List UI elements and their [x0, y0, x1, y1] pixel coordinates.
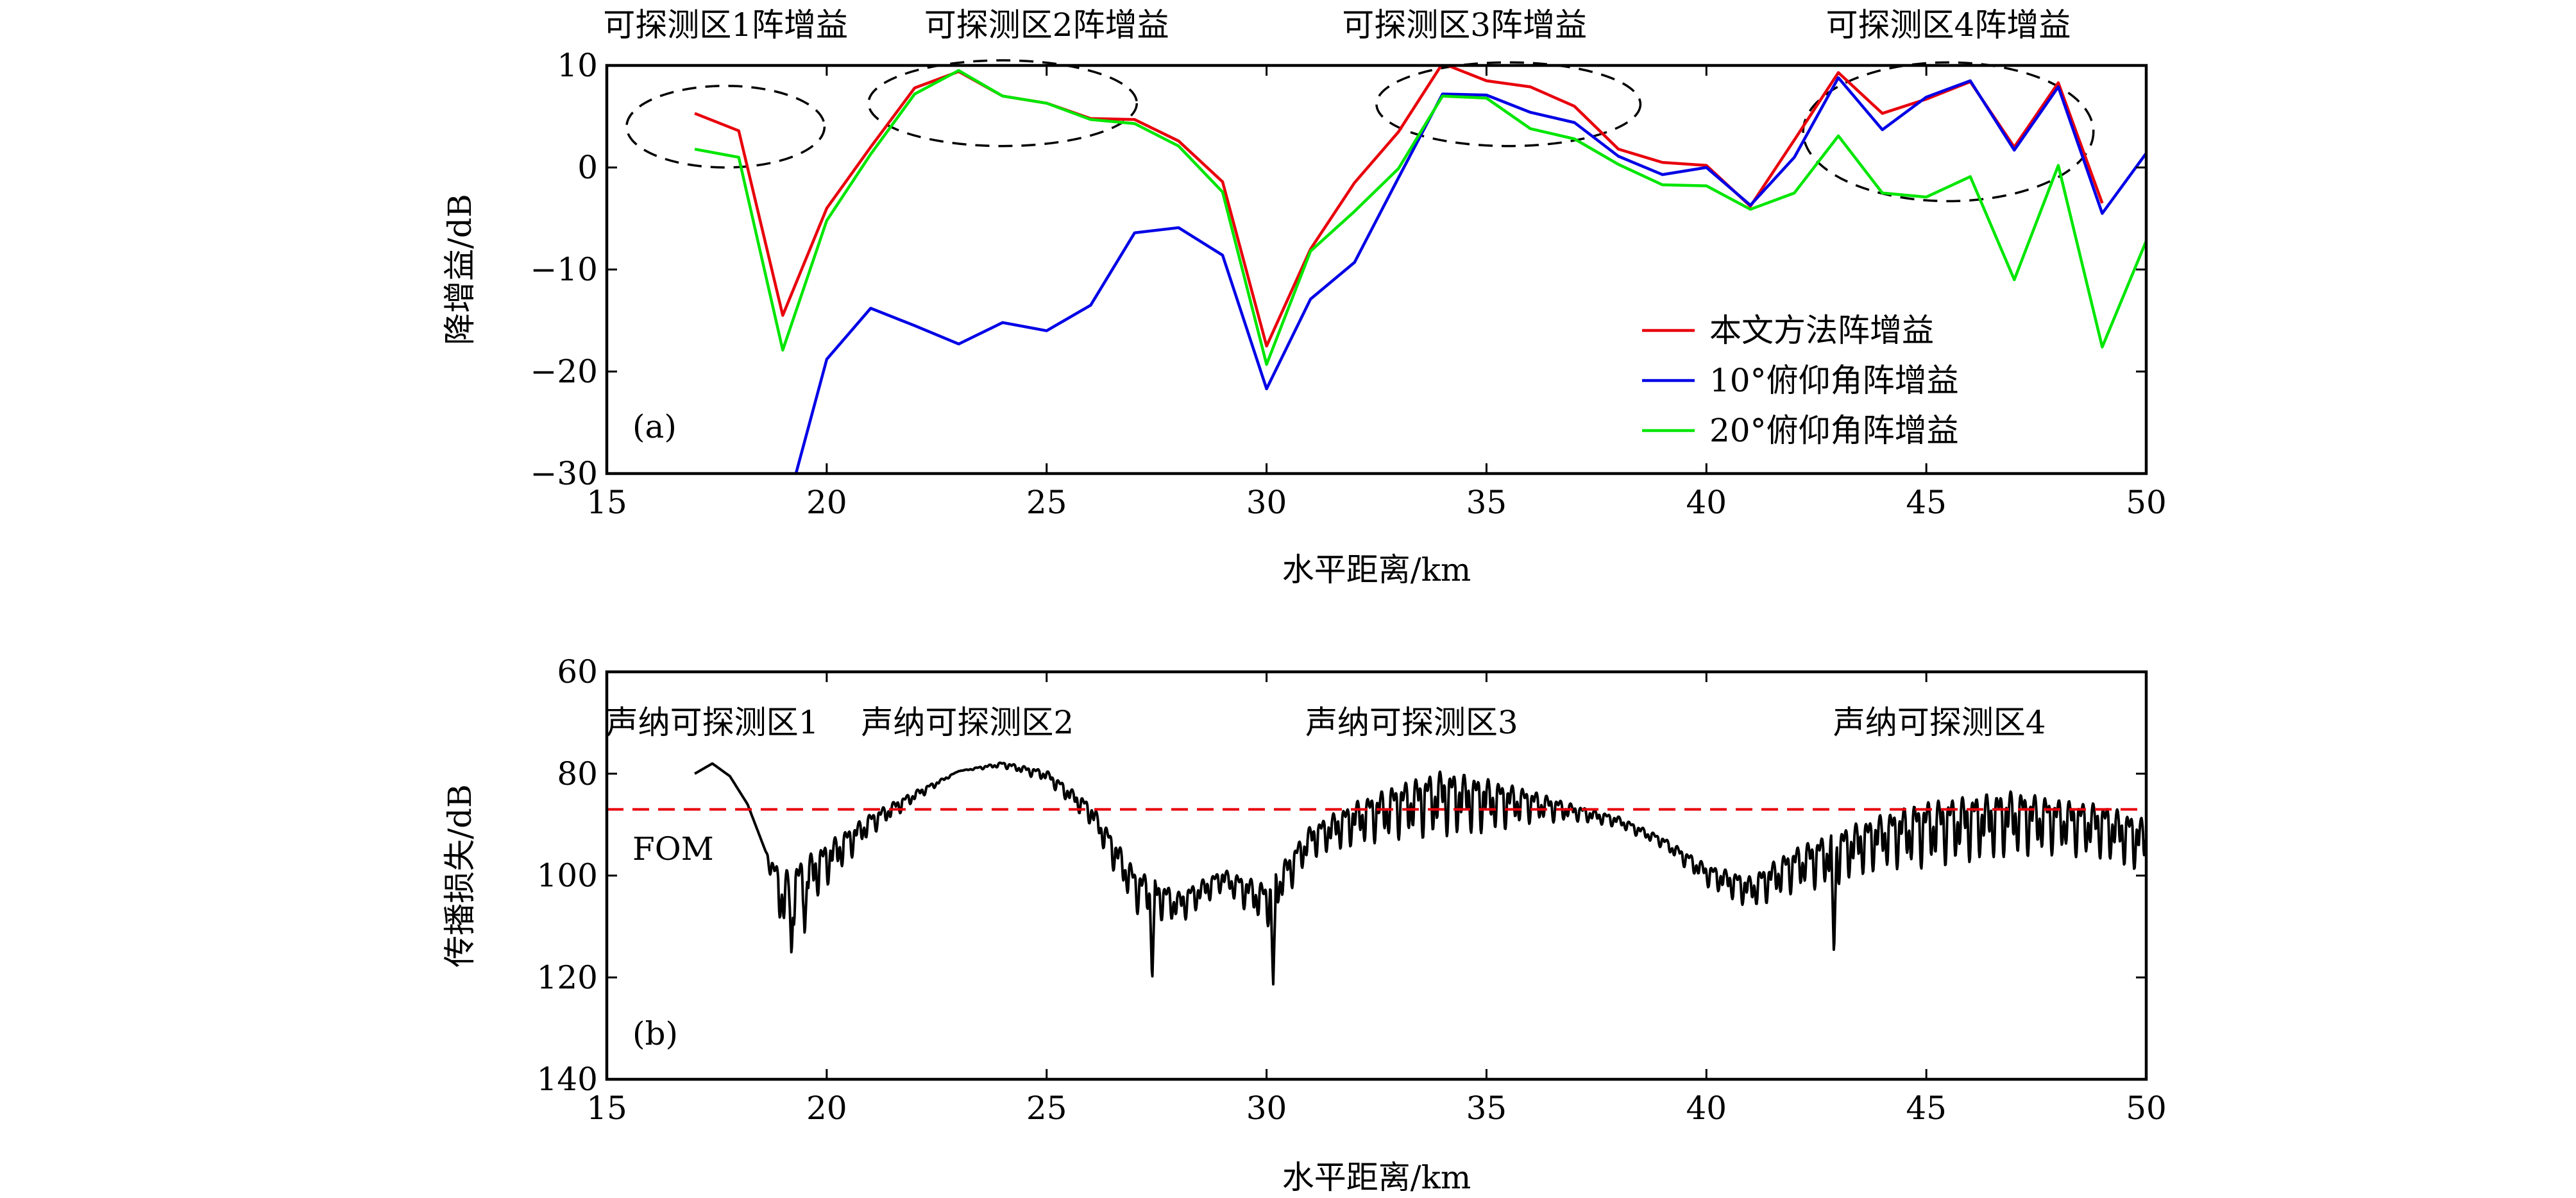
panel-b-annotations: 声纳可探测区1 声纳可探测区2 声纳可探测区3 声纳可探测区4: [606, 704, 2046, 741]
chart-a-0-xtick-label: 35: [1466, 484, 1507, 521]
chart-b-1-ytick-label: 80: [557, 755, 598, 792]
series-line-2: [794, 76, 2146, 474]
highlight-ellipse-3: [1375, 61, 1642, 148]
legend-label-1: 本文方法阵增益: [1709, 312, 1934, 349]
chart-a-0-ytick-label: −30: [530, 455, 598, 492]
chart-a-0-xtick-label: 40: [1686, 484, 1727, 521]
chart-b-1-xtick-label: 30: [1246, 1090, 1287, 1127]
panel-a-xlabel: 水平距离/km: [1282, 551, 1471, 588]
chart-b-1-xtick-label: 25: [1026, 1090, 1067, 1127]
chart-a-0-xtick-label: 30: [1246, 484, 1287, 521]
sonar-zone-annotation-1: 声纳可探测区1: [606, 704, 819, 741]
legend-label-3: 20°俯仰角阵增益: [1709, 412, 1959, 449]
chart-a-0-xtick-label: 25: [1026, 484, 1067, 521]
chart-b-1-ytick-label: 60: [557, 653, 598, 690]
chart-b-1-xtick-label: 40: [1686, 1090, 1727, 1127]
panel-a: 可探测区1阵增益 可探测区2阵增益 可探测区3阵增益 可探测区4阵增益 15 20 25 3…: [441, 6, 2167, 588]
panel-b-series: [607, 761, 2146, 986]
panel-b-ylabel: 传播损失/dB: [441, 784, 479, 968]
panel-a-highlight-ellipses: [625, 59, 2095, 203]
chart-b-1-xtick-label: 20: [806, 1090, 847, 1127]
panel-a-ylabel: 降增益/dB: [441, 194, 479, 345]
chart-a-0-xtick-label: 20: [806, 484, 847, 521]
panel-b-xlabel: 水平距离/km: [1282, 1159, 1471, 1196]
chart-b-1-xtick-label: 45: [1906, 1090, 1947, 1127]
highlight-ellipse-1: [625, 85, 826, 169]
chart-b-1-xtick-label: 35: [1466, 1090, 1507, 1127]
legend-label-2: 10°俯仰角阵增益: [1709, 362, 1959, 399]
chart-b-1-ytick-label: 140: [537, 1061, 598, 1098]
highlight-ellipse-2: [867, 59, 1139, 148]
chart-a-0-ytick-label: 0: [577, 149, 598, 186]
sonar-zone-annotation-3: 声纳可探测区3: [1305, 704, 1518, 741]
chart-a-0-ytick-label: −10: [530, 251, 598, 288]
chart-a-0-ytick-label: 10: [557, 47, 598, 84]
chart-a-0-xtick-label: 45: [1906, 484, 1947, 521]
panel-a-series: [694, 65, 2146, 474]
series-line-3: [694, 69, 2146, 366]
chart-b-1-ytick-label: 100: [537, 857, 598, 894]
zone-annotation-2: 可探测区2阵增益: [924, 6, 1169, 44]
chart-a-0-ytick-label: −20: [530, 353, 598, 390]
zone-annotation-3: 可探测区3阵增益: [1342, 6, 1587, 44]
chart-a-0-xtick-label: 50: [2126, 484, 2167, 521]
panel-a-annotations: 可探测区1阵增益 可探测区2阵增益 可探测区3阵增益 可探测区4阵增益: [603, 6, 2071, 44]
panel-a-label: (a): [632, 408, 677, 445]
sonar-zone-annotation-2: 声纳可探测区2: [861, 704, 1074, 741]
series-line-1: [694, 65, 2104, 348]
zone-annotation-4: 可探测区4阵增益: [1826, 6, 2071, 44]
chart-a-0-xtick-label: 15: [586, 484, 627, 521]
panel-a-legend: 本文方法阵增益 10°俯仰角阵增益 20°俯仰角阵增益: [1642, 312, 1959, 449]
panel-b-label: (b): [632, 1015, 678, 1052]
zone-annotation-1: 可探测区1阵增益: [603, 6, 848, 44]
panel-b-axis-ticks: 15 20 25 30 35 40 45 50 60 80 100 120 140: [537, 653, 2167, 1127]
panel-a-axis-ticks: 15 20 25 30 35 40 45 50 −30 −20 −10 0 10: [530, 47, 2166, 521]
chart-b-1-xtick-label: 50: [2126, 1090, 2167, 1127]
chart-b-1-ytick-label: 120: [537, 959, 598, 996]
transmission-loss-line: [694, 761, 2146, 986]
highlight-ellipse-4: [1802, 61, 2095, 203]
sonar-zone-annotation-4: 声纳可探测区4: [1833, 704, 2046, 741]
chart-b-1-xtick-label: 15: [586, 1090, 627, 1127]
fom-label: FOM: [632, 830, 714, 868]
